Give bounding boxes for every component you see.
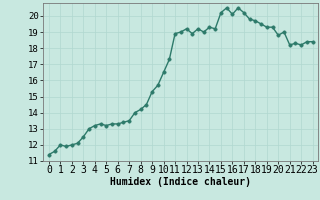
X-axis label: Humidex (Indice chaleur): Humidex (Indice chaleur): [110, 177, 251, 187]
